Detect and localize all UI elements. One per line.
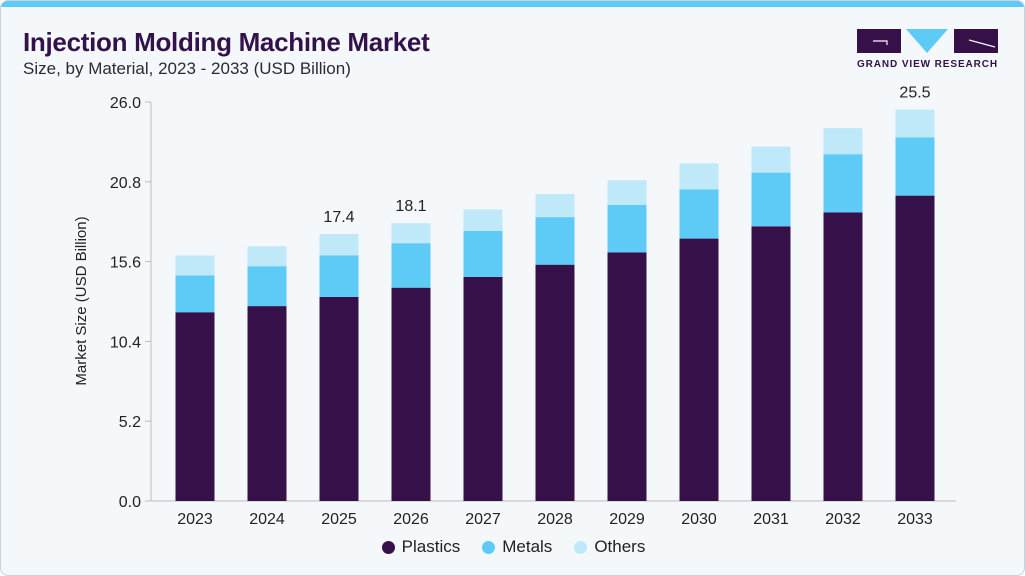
y-tick-label: 20.8 xyxy=(110,175,141,192)
bar-plastics-2027 xyxy=(463,276,503,501)
bar-others-2030 xyxy=(679,163,719,190)
bar-others-2026 xyxy=(391,223,431,244)
x-tick-label: 2027 xyxy=(465,511,501,528)
grand-view-research-logo xyxy=(857,29,998,53)
legend-item-metals: Metals xyxy=(482,537,552,557)
bar-others-2025 xyxy=(319,233,359,256)
y-tick-label: 0.0 xyxy=(119,494,141,511)
bar-metals-2028 xyxy=(535,217,575,265)
bar-plastics-2026 xyxy=(391,287,431,501)
x-tick-label: 2028 xyxy=(537,511,573,528)
bar-plastics-2028 xyxy=(535,264,575,501)
bar-metals-2026 xyxy=(391,243,431,288)
bar-plastics-2023 xyxy=(175,312,215,501)
logo-text: GRAND VIEW RESEARCH xyxy=(857,59,998,70)
bar-plastics-2033 xyxy=(895,195,935,501)
bar-others-2027 xyxy=(463,209,503,231)
legend-label: Others xyxy=(594,537,646,556)
chart-subtitle: Size, by Material, 2023 - 2033 (USD Bill… xyxy=(23,59,351,78)
data-label-2026: 18.1 xyxy=(395,198,426,215)
bar-plastics-2025 xyxy=(319,296,359,501)
legend-label: Metals xyxy=(502,537,553,556)
x-tick-label: 2023 xyxy=(177,511,213,528)
x-tick-label: 2029 xyxy=(609,511,645,528)
legend-swatch xyxy=(574,540,588,554)
bar-plastics-2024 xyxy=(247,306,287,501)
legend-item-plastics: Plastics xyxy=(381,537,461,557)
chart-title: Injection Molding Machine Market xyxy=(23,27,430,57)
bar-others-2024 xyxy=(247,246,287,267)
x-tick-label: 2033 xyxy=(897,511,933,528)
x-tick-label: 2031 xyxy=(753,511,789,528)
bar-plastics-2032 xyxy=(823,212,863,501)
x-tick-label: 2024 xyxy=(249,511,285,528)
bar-metals-2024 xyxy=(247,266,287,307)
y-tick-label: 5.2 xyxy=(119,414,141,431)
y-tick-label: 10.4 xyxy=(110,334,141,351)
accent-bar xyxy=(1,1,1024,7)
legend: Plastics Metals Others xyxy=(1,537,1024,557)
bar-others-2033 xyxy=(895,109,935,138)
bar-others-2032 xyxy=(823,128,863,155)
legend-swatch xyxy=(482,540,496,554)
data-label-2033: 25.5 xyxy=(899,85,930,102)
bar-others-2031 xyxy=(751,146,791,173)
bar-metals-2027 xyxy=(463,230,503,277)
y-axis-label: Market Size (USD Billion) xyxy=(73,216,90,385)
legend-swatch xyxy=(381,540,395,554)
bar-metals-2032 xyxy=(823,154,863,213)
y-tick-label: 26.0 xyxy=(110,95,141,112)
bar-metals-2029 xyxy=(607,204,647,253)
bar-metals-2030 xyxy=(679,189,719,239)
bar-metals-2031 xyxy=(751,172,791,227)
x-tick-label: 2032 xyxy=(825,511,861,528)
x-tick-label: 2030 xyxy=(681,511,717,528)
bar-others-2028 xyxy=(535,194,575,218)
bar-plastics-2029 xyxy=(607,252,647,501)
x-tick-label: 2025 xyxy=(321,511,357,528)
bar-metals-2023 xyxy=(175,275,215,313)
bar-others-2023 xyxy=(175,255,215,276)
data-label-2025: 17.4 xyxy=(323,209,354,226)
legend-item-others: Others xyxy=(574,537,645,557)
bar-others-2029 xyxy=(607,180,647,205)
y-tick-label: 15.6 xyxy=(110,255,141,272)
bar-plastics-2031 xyxy=(751,226,791,502)
legend-label: Plastics xyxy=(401,537,461,556)
bar-metals-2033 xyxy=(895,137,935,196)
bar-plastics-2030 xyxy=(679,238,719,502)
bar-metals-2025 xyxy=(319,255,359,297)
x-tick-label: 2026 xyxy=(393,511,429,528)
